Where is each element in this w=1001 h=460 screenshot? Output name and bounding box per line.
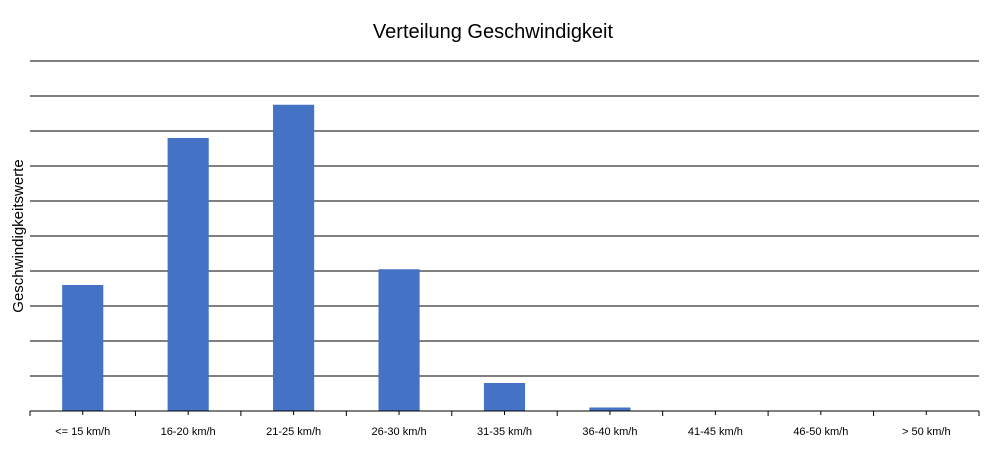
x-tick-label: > 50 km/h — [902, 426, 951, 438]
bar — [589, 407, 631, 411]
y-axis-label: Geschwindigkeitswerte — [10, 159, 27, 312]
x-tick-label: 26-30 km/h — [372, 426, 427, 438]
x-tick-label: 41-45 km/h — [688, 426, 743, 438]
bar — [273, 104, 315, 411]
bar — [378, 269, 420, 411]
x-tick-label: 31-35 km/h — [477, 426, 532, 438]
bars — [62, 104, 631, 411]
chart-title: Verteilung Geschwindigkeit — [373, 21, 614, 43]
x-tick-label: 46-50 km/h — [793, 426, 848, 438]
x-tick-label: 36-40 km/h — [582, 426, 637, 438]
x-tick-label: 16-20 km/h — [161, 426, 216, 438]
bar — [62, 285, 104, 411]
x-tick-labels: <= 15 km/h 16-20 km/h 21-25 km/h 26-30 km/h… — [55, 426, 950, 438]
bar — [167, 138, 209, 411]
bar — [483, 383, 526, 411]
x-tick-label: 21-25 km/h — [266, 426, 321, 438]
x-tick-label: <= 15 km/h — [55, 426, 110, 438]
x-axis — [29, 410, 980, 416]
